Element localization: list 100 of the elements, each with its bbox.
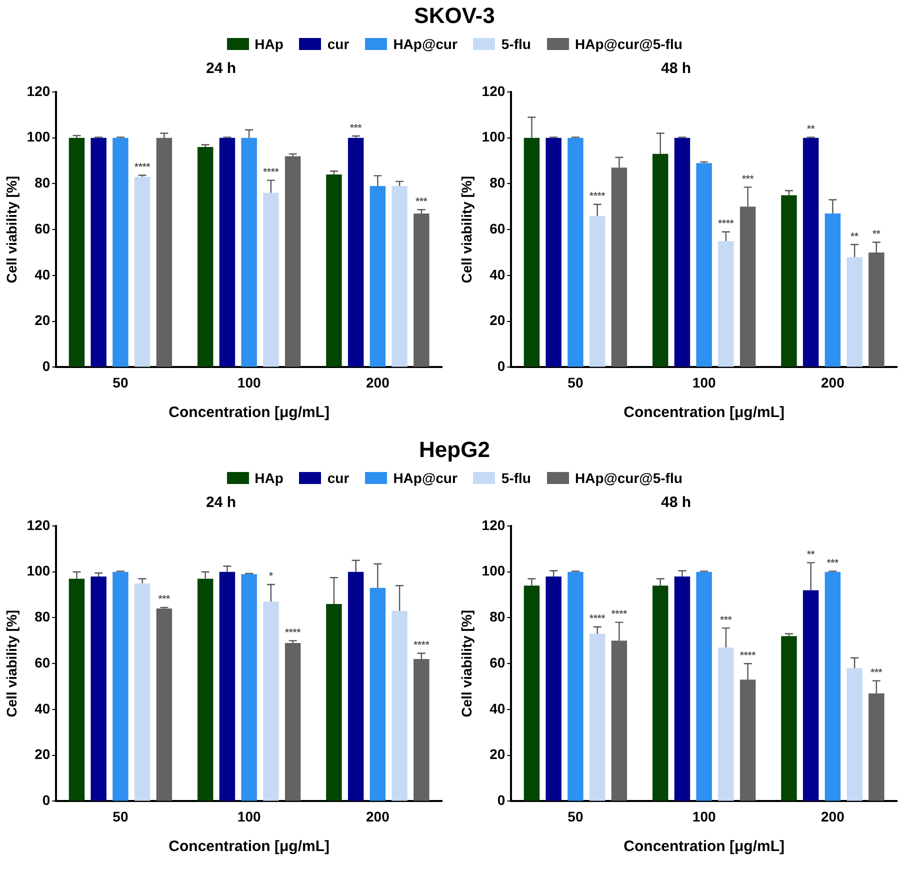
legend-label: 5-flu [501, 470, 531, 486]
y-tick-label: 40 [34, 266, 50, 282]
legend-label: HAp [254, 36, 284, 52]
y-axis-title: Cell viability [%] [3, 176, 20, 284]
legend-label: HAp@cur [393, 470, 458, 486]
bar [802, 138, 819, 367]
x-axis-title: Concentration [μg/mL] [168, 838, 330, 856]
x-tick-label: 200 [821, 374, 845, 390]
x-tick-label: 50 [112, 808, 128, 824]
bar [718, 648, 734, 801]
x-tick-label: 100 [237, 808, 261, 824]
bar [868, 693, 884, 801]
legend-label: cur [327, 36, 350, 52]
bar [589, 216, 606, 367]
x-axis-title: Concentration [μg/mL] [624, 404, 784, 422]
bar [718, 241, 734, 367]
data-label: ** [872, 228, 880, 240]
legend-label: HAp@cur@5-flu [574, 470, 682, 486]
bar [197, 578, 214, 801]
x-tick-label: 100 [692, 374, 716, 390]
bar [824, 572, 841, 801]
y-tick-label: 120 [482, 516, 506, 533]
bar [156, 608, 172, 801]
bar [284, 642, 301, 801]
bar [156, 138, 172, 367]
bar [392, 610, 408, 801]
x-tick-label: 50 [112, 374, 128, 390]
y-tick-label: 80 [34, 608, 50, 625]
x-tick-label: 200 [366, 374, 390, 390]
bar [284, 156, 301, 367]
data-label: ** [806, 124, 815, 135]
bar [134, 583, 150, 801]
bar [90, 576, 106, 801]
bar [781, 636, 797, 801]
bar [546, 576, 562, 801]
data-label: ** [806, 549, 815, 560]
bar [90, 138, 106, 367]
y-tick-label: 40 [34, 700, 50, 716]
bar [414, 214, 430, 367]
data-label: **** [611, 609, 628, 620]
x-axis-title: Concentration [μg/mL] [624, 838, 784, 856]
data-label: * [268, 571, 273, 582]
bar [740, 680, 756, 801]
chart-title: 48 h [660, 60, 692, 78]
bar [546, 138, 562, 367]
data-label: **** [134, 162, 150, 173]
x-axis-title: Concentration [μg/mL] [168, 404, 330, 422]
bar [568, 572, 584, 801]
bar [696, 572, 712, 801]
x-tick-label: 100 [692, 808, 716, 824]
bar [326, 174, 342, 367]
y-tick-label: 20 [34, 312, 50, 328]
x-tick-label: 100 [237, 374, 261, 390]
bar [846, 257, 862, 367]
data-label: *** [720, 614, 732, 626]
bar [414, 659, 430, 801]
y-tick-label: 120 [482, 82, 506, 99]
bar [68, 578, 85, 801]
legend-label: HAp@cur@5-flu [574, 36, 682, 52]
bar [568, 138, 584, 367]
bar [589, 634, 606, 801]
bar [219, 572, 236, 801]
y-tick-label: 0 [497, 358, 506, 374]
bar [846, 668, 862, 801]
bar [112, 138, 128, 367]
bar [241, 574, 257, 801]
bar [370, 186, 386, 367]
y-tick-label: 60 [34, 654, 50, 670]
bar [696, 163, 712, 367]
bar [524, 138, 540, 367]
data-label: *** [416, 196, 428, 208]
text: SKOV-3 [413, 2, 496, 30]
bar [611, 640, 628, 801]
chart-title: 48 h [660, 494, 692, 512]
y-tick-label: 60 [490, 220, 506, 236]
data-label: ** [850, 231, 859, 242]
y-tick-label: 80 [490, 608, 506, 625]
y-tick-label: 60 [34, 220, 50, 236]
x-tick-label: 200 [821, 808, 845, 824]
bar [740, 206, 756, 367]
data-label: *** [158, 594, 170, 606]
legend-label: HAp [254, 470, 284, 486]
bar [348, 138, 364, 367]
bar [197, 147, 214, 367]
y-tick-label: 20 [34, 746, 50, 762]
bar [348, 572, 364, 801]
y-tick-label: 60 [490, 654, 506, 670]
data-label: **** [718, 218, 734, 230]
y-tick-label: 80 [490, 174, 506, 191]
legend-label: 5-flu [501, 36, 531, 52]
data-label: **** [740, 650, 756, 662]
bar [392, 186, 408, 367]
x-tick-label: 50 [568, 374, 584, 390]
bar [370, 588, 386, 801]
y-axis-title: Cell viability [%] [458, 610, 474, 718]
data-label: *** [826, 558, 839, 569]
x-tick-label: 200 [366, 808, 390, 824]
bar [112, 572, 128, 801]
data-label: **** [414, 640, 430, 652]
y-tick-label: 100 [26, 562, 50, 579]
